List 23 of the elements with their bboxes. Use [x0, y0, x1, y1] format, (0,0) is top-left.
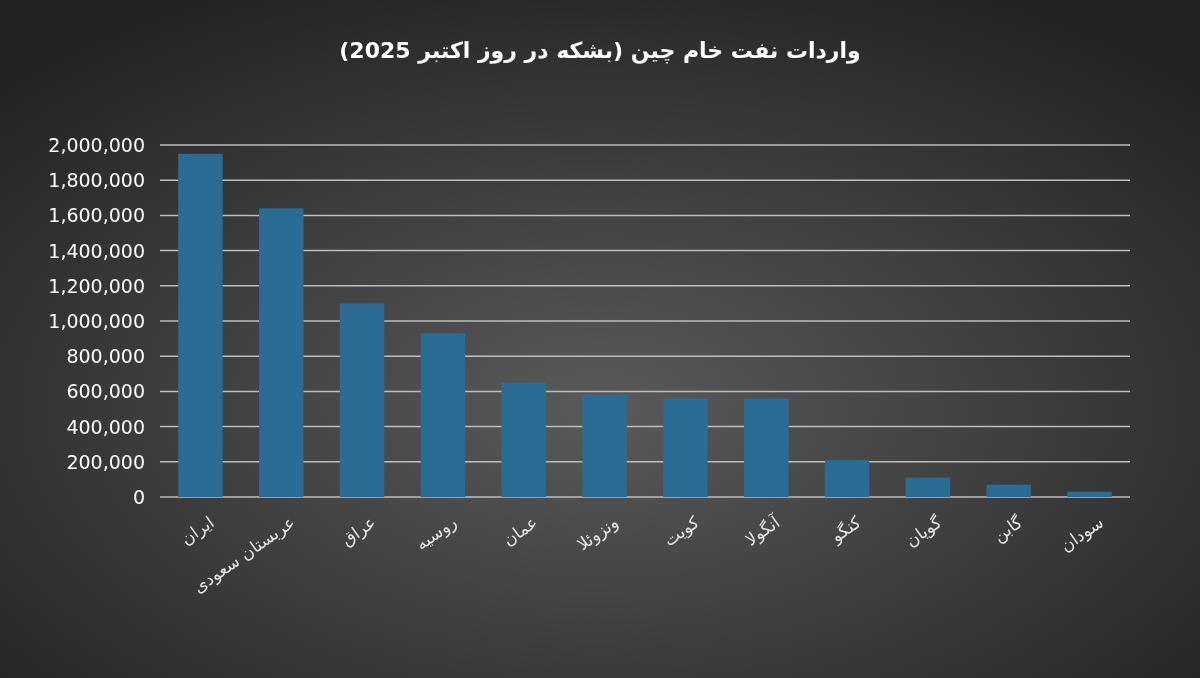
y-tick-label: 0 — [132, 486, 145, 508]
y-tick-label: 1,600,000 — [48, 204, 145, 227]
x-tick-label: گابن — [989, 511, 1027, 547]
y-tick-label: 800,000 — [66, 345, 145, 368]
x-tick-label: کویت — [659, 511, 704, 551]
y-tick-label: 200,000 — [66, 450, 145, 473]
y-tick-label: 1,400,000 — [48, 239, 145, 262]
x-tick-label: روسیه — [411, 511, 461, 555]
x-tick-label: کنگو — [826, 511, 866, 547]
x-tick-label: سودان — [1056, 511, 1107, 556]
x-tick-label: عراق — [337, 511, 380, 550]
y-tick-label: 600,000 — [66, 380, 145, 403]
y-tick-label: 1,800,000 — [48, 169, 145, 192]
y-tick-label: 1,000,000 — [48, 310, 145, 332]
x-tick-label: گویان — [901, 511, 946, 551]
y-tick-label: 2,000,000 — [48, 134, 145, 156]
y-tick-label: 1,200,000 — [48, 274, 145, 297]
x-tick-label: ونزوئلا — [573, 511, 622, 555]
chart-title: واردات نفت خام چین (بشکه در روز اکتبر 2025) — [339, 38, 861, 64]
x-tick-label: آنگولا — [740, 510, 785, 550]
x-tick-label: ایران — [176, 511, 218, 549]
x-tick-label: عمان — [498, 511, 542, 550]
y-tick-label: 400,000 — [66, 415, 145, 438]
